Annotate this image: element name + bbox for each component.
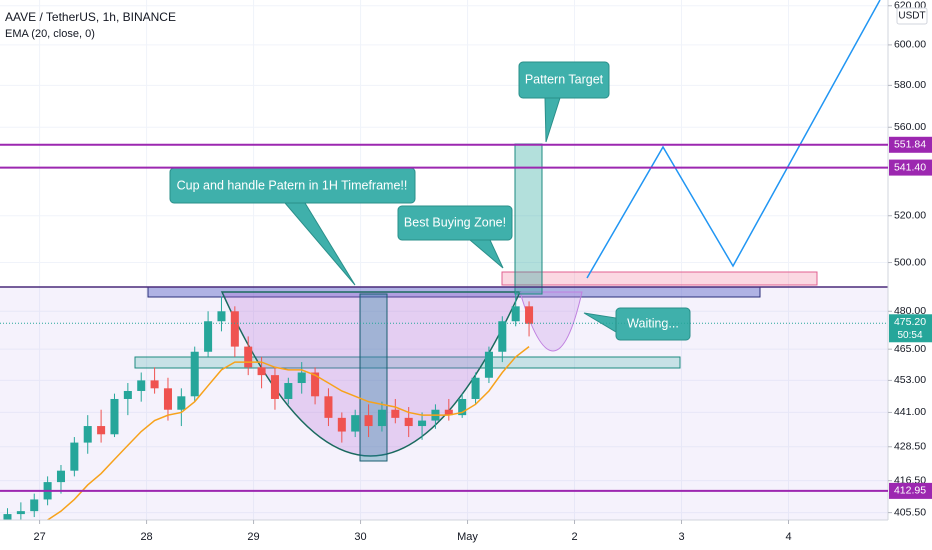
x-tick-label: 2 — [571, 531, 577, 543]
y-tick-label: 600.00 — [894, 39, 926, 51]
candle-body — [30, 499, 39, 512]
level-label-box — [889, 159, 932, 176]
candle-body — [377, 409, 386, 427]
candle-body — [257, 367, 266, 376]
callout-text: Cup and handle Patern in 1H Timeframe!! — [177, 178, 408, 192]
ema-line — [46, 346, 530, 520]
candle-body — [56, 470, 65, 483]
y-tick-label: 405.50 — [894, 506, 926, 518]
candle-body — [190, 351, 199, 397]
candle-body — [270, 375, 279, 399]
chart-title: AAVE / TetherUS, 1h, BINANCE — [5, 10, 176, 24]
candle-body — [471, 377, 480, 399]
callout — [615, 307, 691, 341]
projection — [586, 0, 881, 279]
range-shade — [0, 287, 888, 520]
candle-body — [458, 398, 467, 416]
candle-body — [163, 388, 172, 410]
callout — [518, 61, 610, 99]
candle-body — [351, 415, 360, 432]
buy-zone — [501, 271, 818, 286]
candle-body — [137, 380, 146, 391]
x-tick-label: 27 — [33, 531, 45, 543]
candle-body — [444, 409, 453, 416]
candle-body — [404, 417, 413, 427]
candle-body — [324, 396, 333, 418]
callout-text: Waiting... — [627, 316, 679, 330]
level-label-box — [889, 136, 932, 153]
y-tick-label: 500.00 — [894, 256, 926, 268]
x-tick-label: 29 — [247, 531, 259, 543]
y-tick-label: 441.00 — [894, 406, 926, 418]
target-depth — [514, 143, 543, 295]
candle-body — [70, 442, 79, 471]
countdown: 50:54 — [897, 330, 922, 341]
candle-body — [297, 372, 306, 384]
candle-body — [16, 511, 25, 515]
support-zone — [134, 356, 681, 369]
callout-text: Pattern Target — [525, 72, 604, 86]
callout-text: Best Buying Zone! — [404, 215, 506, 229]
y-tick-label: 580.00 — [894, 79, 926, 91]
last-price-box — [889, 314, 932, 343]
y-tick-label: 480.00 — [894, 305, 926, 317]
y-tick-label: 428.50 — [894, 441, 926, 453]
grid — [0, 0, 888, 520]
legend-entry: EMA (20, close, 0) — [5, 28, 95, 40]
candle-body — [525, 306, 534, 324]
candle-body — [97, 426, 106, 435]
candle-body — [498, 321, 507, 352]
candle-body — [110, 398, 119, 435]
level-label: 541.40 — [894, 161, 926, 173]
candle-body — [244, 346, 253, 368]
last-price-label: 475.20 — [894, 316, 926, 328]
x-tick-label: 30 — [354, 531, 366, 543]
candle-body — [217, 311, 226, 322]
candle-body — [391, 409, 400, 418]
candle-body — [204, 321, 213, 352]
level-label: 412.95 — [894, 485, 926, 497]
currency: USDT — [898, 11, 925, 22]
candle-body — [284, 383, 293, 399]
candle-body — [123, 390, 132, 399]
candle-body — [177, 396, 186, 410]
axes: 405.50416.50428.50441.00453.00465.00480.… — [33, 0, 926, 543]
x-tick-label: 4 — [785, 531, 791, 543]
y-tick-label: 620.00 — [894, 0, 926, 12]
candle-body — [150, 380, 159, 389]
x-tick-label: 28 — [140, 531, 152, 543]
x-tick-label: May — [457, 531, 478, 543]
candle-body — [511, 306, 520, 322]
candle-body — [3, 514, 12, 520]
callout — [397, 205, 513, 241]
currency-box — [896, 7, 928, 25]
candle-body — [230, 311, 239, 347]
candle-body — [364, 415, 373, 427]
x-tick-label: 3 — [678, 531, 684, 543]
candle-body — [337, 417, 346, 432]
candle-body — [418, 420, 427, 427]
candle-body — [83, 426, 92, 443]
level-label: 551.84 — [894, 139, 926, 151]
cup-depth — [359, 293, 388, 462]
candle-body — [311, 372, 320, 397]
y-tick-label: 453.00 — [894, 374, 926, 386]
y-tick-label: 560.00 — [894, 121, 926, 133]
candle-body — [484, 351, 493, 378]
y-tick-label: 520.00 — [894, 210, 926, 222]
y-tick-label: 465.00 — [894, 343, 926, 355]
level-label-box — [889, 482, 932, 499]
